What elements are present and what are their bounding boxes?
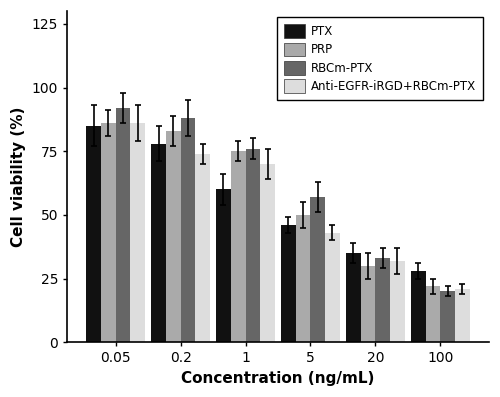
Bar bbox=[440, 291, 455, 342]
Bar bbox=[116, 108, 130, 342]
Y-axis label: Cell viability (%): Cell viability (%) bbox=[11, 106, 26, 247]
Bar bbox=[296, 215, 310, 342]
Bar bbox=[196, 154, 210, 342]
Bar bbox=[151, 144, 166, 342]
Bar bbox=[411, 271, 426, 342]
Bar bbox=[166, 131, 180, 342]
Bar bbox=[180, 118, 196, 342]
Bar bbox=[360, 266, 376, 342]
Bar bbox=[281, 225, 296, 342]
Legend: PTX, PRP, RBCm-PTX, Anti-EGFR-iRGD+RBCm-PTX: PTX, PRP, RBCm-PTX, Anti-EGFR-iRGD+RBCm-… bbox=[276, 17, 483, 100]
Bar bbox=[455, 289, 469, 342]
Bar bbox=[376, 258, 390, 342]
Bar bbox=[260, 164, 275, 342]
Bar bbox=[101, 123, 116, 342]
Bar bbox=[310, 197, 325, 342]
Bar bbox=[231, 151, 246, 342]
Bar bbox=[130, 123, 145, 342]
Bar bbox=[346, 253, 360, 342]
Bar bbox=[390, 261, 405, 342]
Bar bbox=[426, 286, 440, 342]
Bar bbox=[246, 149, 260, 342]
Bar bbox=[325, 233, 340, 342]
Bar bbox=[86, 126, 101, 342]
Bar bbox=[216, 189, 231, 342]
X-axis label: Concentration (ng/mL): Concentration (ng/mL) bbox=[182, 371, 374, 386]
